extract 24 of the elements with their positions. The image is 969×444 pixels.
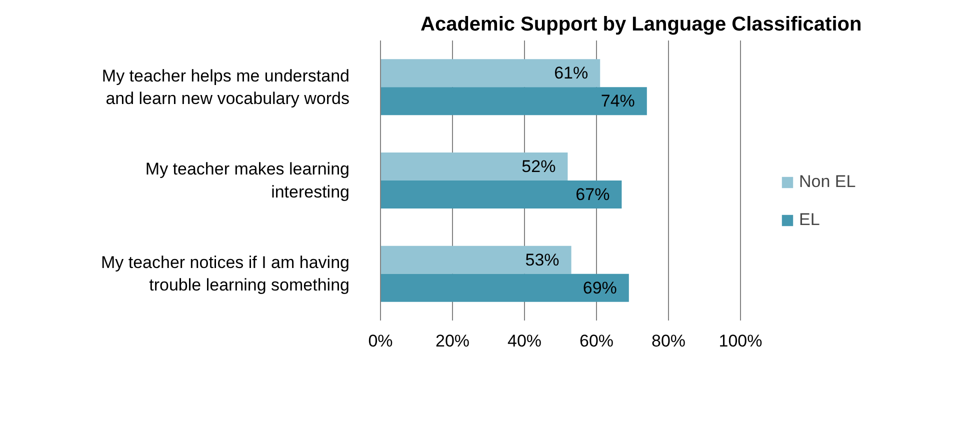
- data-label: 69%: [582, 278, 617, 298]
- x-tick-label: 80%: [651, 332, 686, 350]
- data-label: 67%: [576, 185, 610, 204]
- data-label: 61%: [554, 64, 588, 83]
- chart-title: Academic Support by Language Classification: [420, 14, 862, 36]
- bar: [380, 246, 572, 274]
- x-tick-label: 60%: [579, 332, 614, 350]
- data-label: 53%: [525, 250, 560, 270]
- y-tick-label: My teacher makes learning interesting: [145, 160, 350, 202]
- data-label: 74%: [600, 92, 635, 111]
- bar: [380, 180, 622, 208]
- bar: [380, 87, 647, 116]
- data-label: 52%: [522, 157, 556, 176]
- y-tick-label: My teacher helps me understand and learn new vocabulary words: [102, 66, 350, 108]
- x-tick-label: 40%: [507, 332, 542, 350]
- x-tick-label: 20%: [435, 332, 470, 350]
- x-tick-label: 100%: [718, 332, 762, 350]
- bar: [380, 274, 629, 302]
- y-tick-label: My teacher notices if I am having trouble learning something: [101, 252, 350, 295]
- legend-label: EL: [799, 210, 820, 230]
- bar: [380, 152, 568, 180]
- legend-label: Non EL: [799, 172, 856, 192]
- x-tick-label: 0%: [368, 332, 393, 350]
- bar: [380, 59, 600, 88]
